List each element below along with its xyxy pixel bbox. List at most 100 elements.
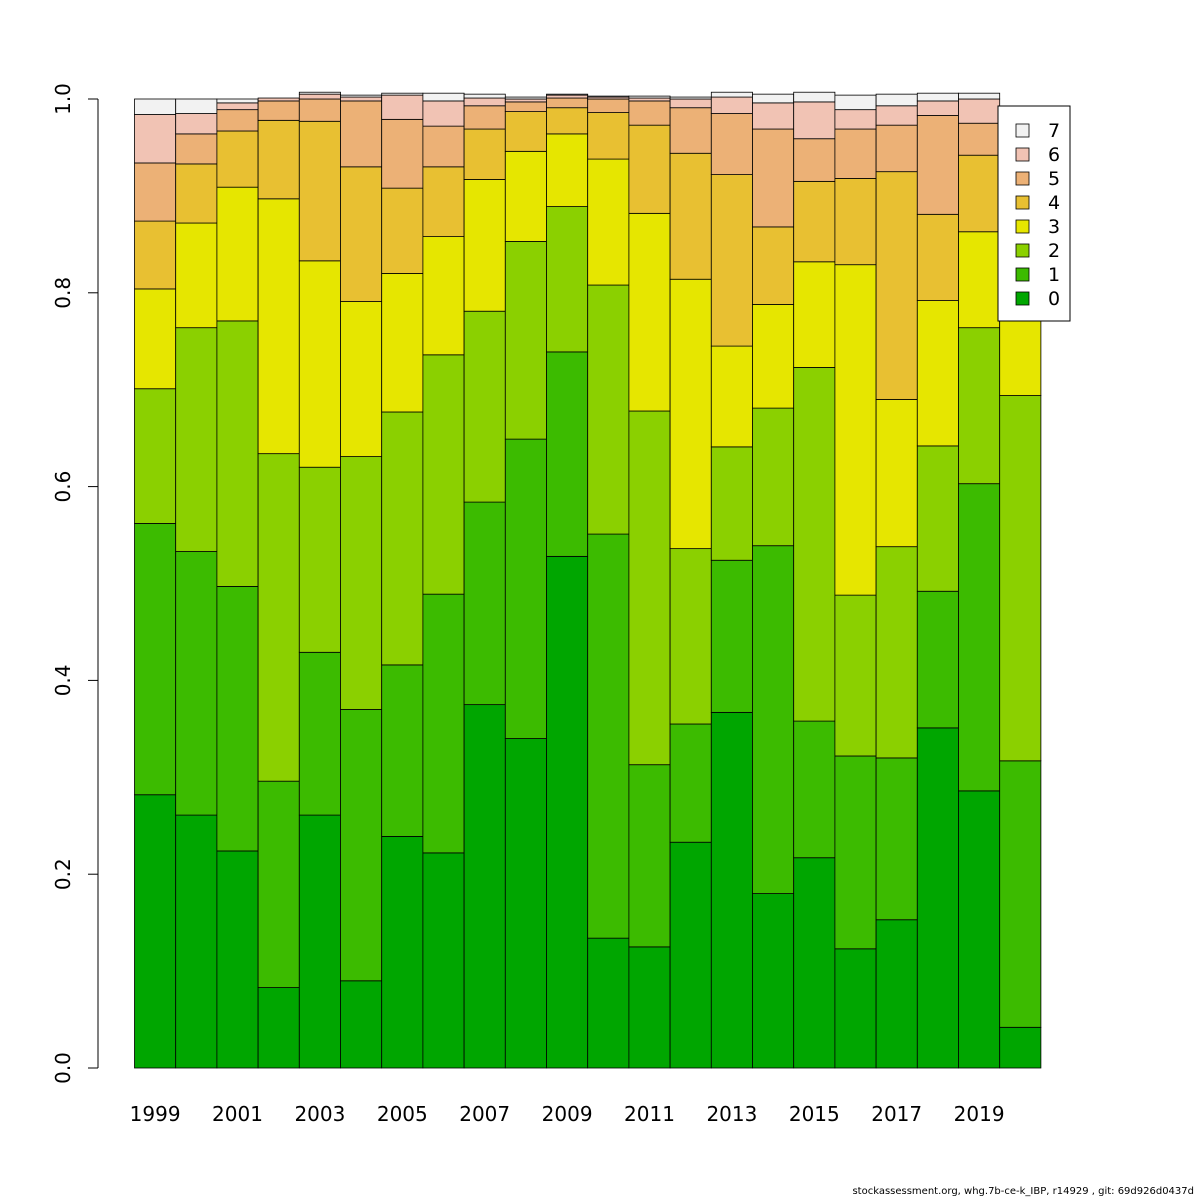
- bar-segment-2013-age-0: [710, 711, 753, 1069]
- bar-segment-1999-age-5: [134, 162, 177, 222]
- bar-segment-2007-age-0: [463, 704, 506, 1069]
- bar-segment-2013-age-2: [710, 446, 753, 561]
- bar-segment-2019-age-4: [958, 154, 1001, 233]
- x-tick-label: 2005: [377, 1102, 428, 1126]
- bar-segment-2000-age-0: [175, 814, 218, 1069]
- legend-label-1: 1: [1048, 264, 1060, 286]
- bar-segment-2007-age-4: [463, 128, 506, 180]
- bar-segment-2015-age-4: [793, 180, 836, 263]
- bar-segment-2018-age-1: [916, 590, 959, 729]
- bar-segment-2013-age-1: [710, 559, 753, 713]
- bar-segment-2001-age-6: [216, 102, 259, 111]
- bar-segment-2008-age-2: [504, 241, 547, 440]
- x-tick-label: 2003: [294, 1102, 345, 1126]
- bar-segment-2010-age-7: [587, 95, 630, 98]
- bar-segment-2004-age-0: [340, 980, 383, 1069]
- legend-label-2: 2: [1048, 240, 1060, 262]
- legend-label-4: 4: [1048, 192, 1060, 214]
- bar-segment-2015-age-7: [793, 91, 836, 103]
- bar-segment-2004-age-3: [340, 301, 383, 457]
- bar-segment-2000-age-7: [175, 98, 218, 114]
- bar-segment-2005-age-4: [381, 187, 424, 274]
- bars-group: [134, 91, 1042, 1069]
- y-tick-label: 0.8: [51, 277, 75, 309]
- bar-segment-2002-age-0: [257, 987, 300, 1069]
- legend-label-6: 6: [1048, 144, 1060, 166]
- bar-segment-2007-age-7: [463, 93, 506, 99]
- bar-segment-2015-age-6: [793, 101, 836, 140]
- bar-segment-2003-age-7: [298, 91, 341, 95]
- legend-swatch-5: [1015, 171, 1030, 186]
- bar-segment-1999-age-0: [134, 794, 177, 1069]
- bar-segment-2002-age-5: [257, 100, 300, 121]
- bar-segment-2016-age-1: [834, 755, 877, 950]
- bar-segment-2013-age-5: [710, 113, 753, 175]
- bar-segment-2014-age-3: [752, 304, 795, 409]
- bar-segment-2017-age-6: [875, 105, 918, 126]
- bar-segment-2016-age-5: [834, 128, 877, 179]
- bar-segment-2011-age-1: [628, 764, 671, 948]
- bar-segment-2016-age-3: [834, 264, 877, 596]
- bar-segment-2001-age-0: [216, 850, 259, 1069]
- bar-segment-2006-age-3: [422, 236, 465, 356]
- bar-segment-2015-age-0: [793, 857, 836, 1069]
- bar-segment-2004-age-1: [340, 709, 383, 982]
- bar-segment-2012-age-2: [669, 548, 712, 725]
- x-tick-label: 2011: [624, 1102, 675, 1126]
- bar-segment-2012-age-4: [669, 152, 712, 280]
- bar-segment-2011-age-6: [628, 97, 671, 102]
- bar-segment-2019-age-5: [958, 122, 1001, 156]
- bar-segment-2009-age-0: [546, 555, 589, 1069]
- bar-segment-2011-age-2: [628, 410, 671, 766]
- x-axis: 1999 2001 2003 2005 2007 2009 2011 2013 2015 2017…: [130, 1102, 1005, 1126]
- bar-segment-2015-age-3: [793, 261, 836, 368]
- bar-segment-2014-age-7: [752, 93, 795, 104]
- bar-segment-2012-age-6: [669, 98, 712, 109]
- bar-segment-2014-age-4: [752, 226, 795, 305]
- bar-segment-2010-age-3: [587, 158, 630, 286]
- bar-segment-2018-age-7: [916, 92, 959, 102]
- bar-segment-2005-age-0: [381, 836, 424, 1069]
- y-tick-label: 0.0: [51, 1052, 75, 1084]
- bar-segment-2000-age-1: [175, 551, 218, 816]
- legend-swatch-7: [1015, 123, 1030, 138]
- y-tick-label: 0.2: [51, 858, 75, 890]
- bar-segment-2010-age-2: [587, 284, 630, 535]
- bar-segment-2003-age-3: [298, 260, 341, 468]
- bar-segment-2008-age-5: [504, 101, 547, 112]
- bar-segment-1999-age-4: [134, 220, 177, 290]
- bar-segment-2002-age-2: [257, 453, 300, 782]
- x-tick-label: 2001: [212, 1102, 263, 1126]
- bar-segment-2014-age-5: [752, 128, 795, 228]
- bar-segment-2006-age-5: [422, 125, 465, 168]
- bar-segment-2019-age-1: [958, 483, 1001, 792]
- bar-segment-2000-age-4: [175, 163, 218, 224]
- y-tick-label: 0.4: [51, 664, 75, 696]
- bar-segment-2006-age-4: [422, 166, 465, 237]
- bar-segment-2008-age-3: [504, 150, 547, 242]
- bar-segment-2018-age-5: [916, 115, 959, 215]
- bar-segment-2011-age-0: [628, 946, 671, 1069]
- legend-label-7: 7: [1048, 120, 1060, 142]
- bar-segment-2005-age-2: [381, 411, 424, 666]
- bar-segment-2017-age-2: [875, 546, 918, 759]
- bar-segment-2004-age-4: [340, 166, 383, 302]
- bar-segment-2018-age-3: [916, 300, 959, 447]
- bar-segment-2001-age-7: [216, 98, 259, 104]
- bar-segment-2015-age-2: [793, 367, 836, 722]
- legend-swatch-6: [1015, 147, 1030, 162]
- bar-segment-2001-age-3: [216, 186, 259, 322]
- bar-segment-2008-age-0: [504, 738, 547, 1069]
- bar-segment-2004-age-2: [340, 456, 383, 710]
- bar-segment-2017-age-7: [875, 93, 918, 107]
- bar-segment-2008-age-4: [504, 111, 547, 152]
- bar-segment-2000-age-2: [175, 327, 218, 552]
- x-tick-label: 2007: [459, 1102, 510, 1126]
- bar-segment-2001-age-1: [216, 586, 259, 852]
- x-tick-label: 2013: [706, 1102, 757, 1126]
- bar-segment-2018-age-0: [916, 727, 959, 1069]
- bar-segment-2004-age-7: [340, 94, 383, 98]
- bar-segment-2014-age-1: [752, 545, 795, 894]
